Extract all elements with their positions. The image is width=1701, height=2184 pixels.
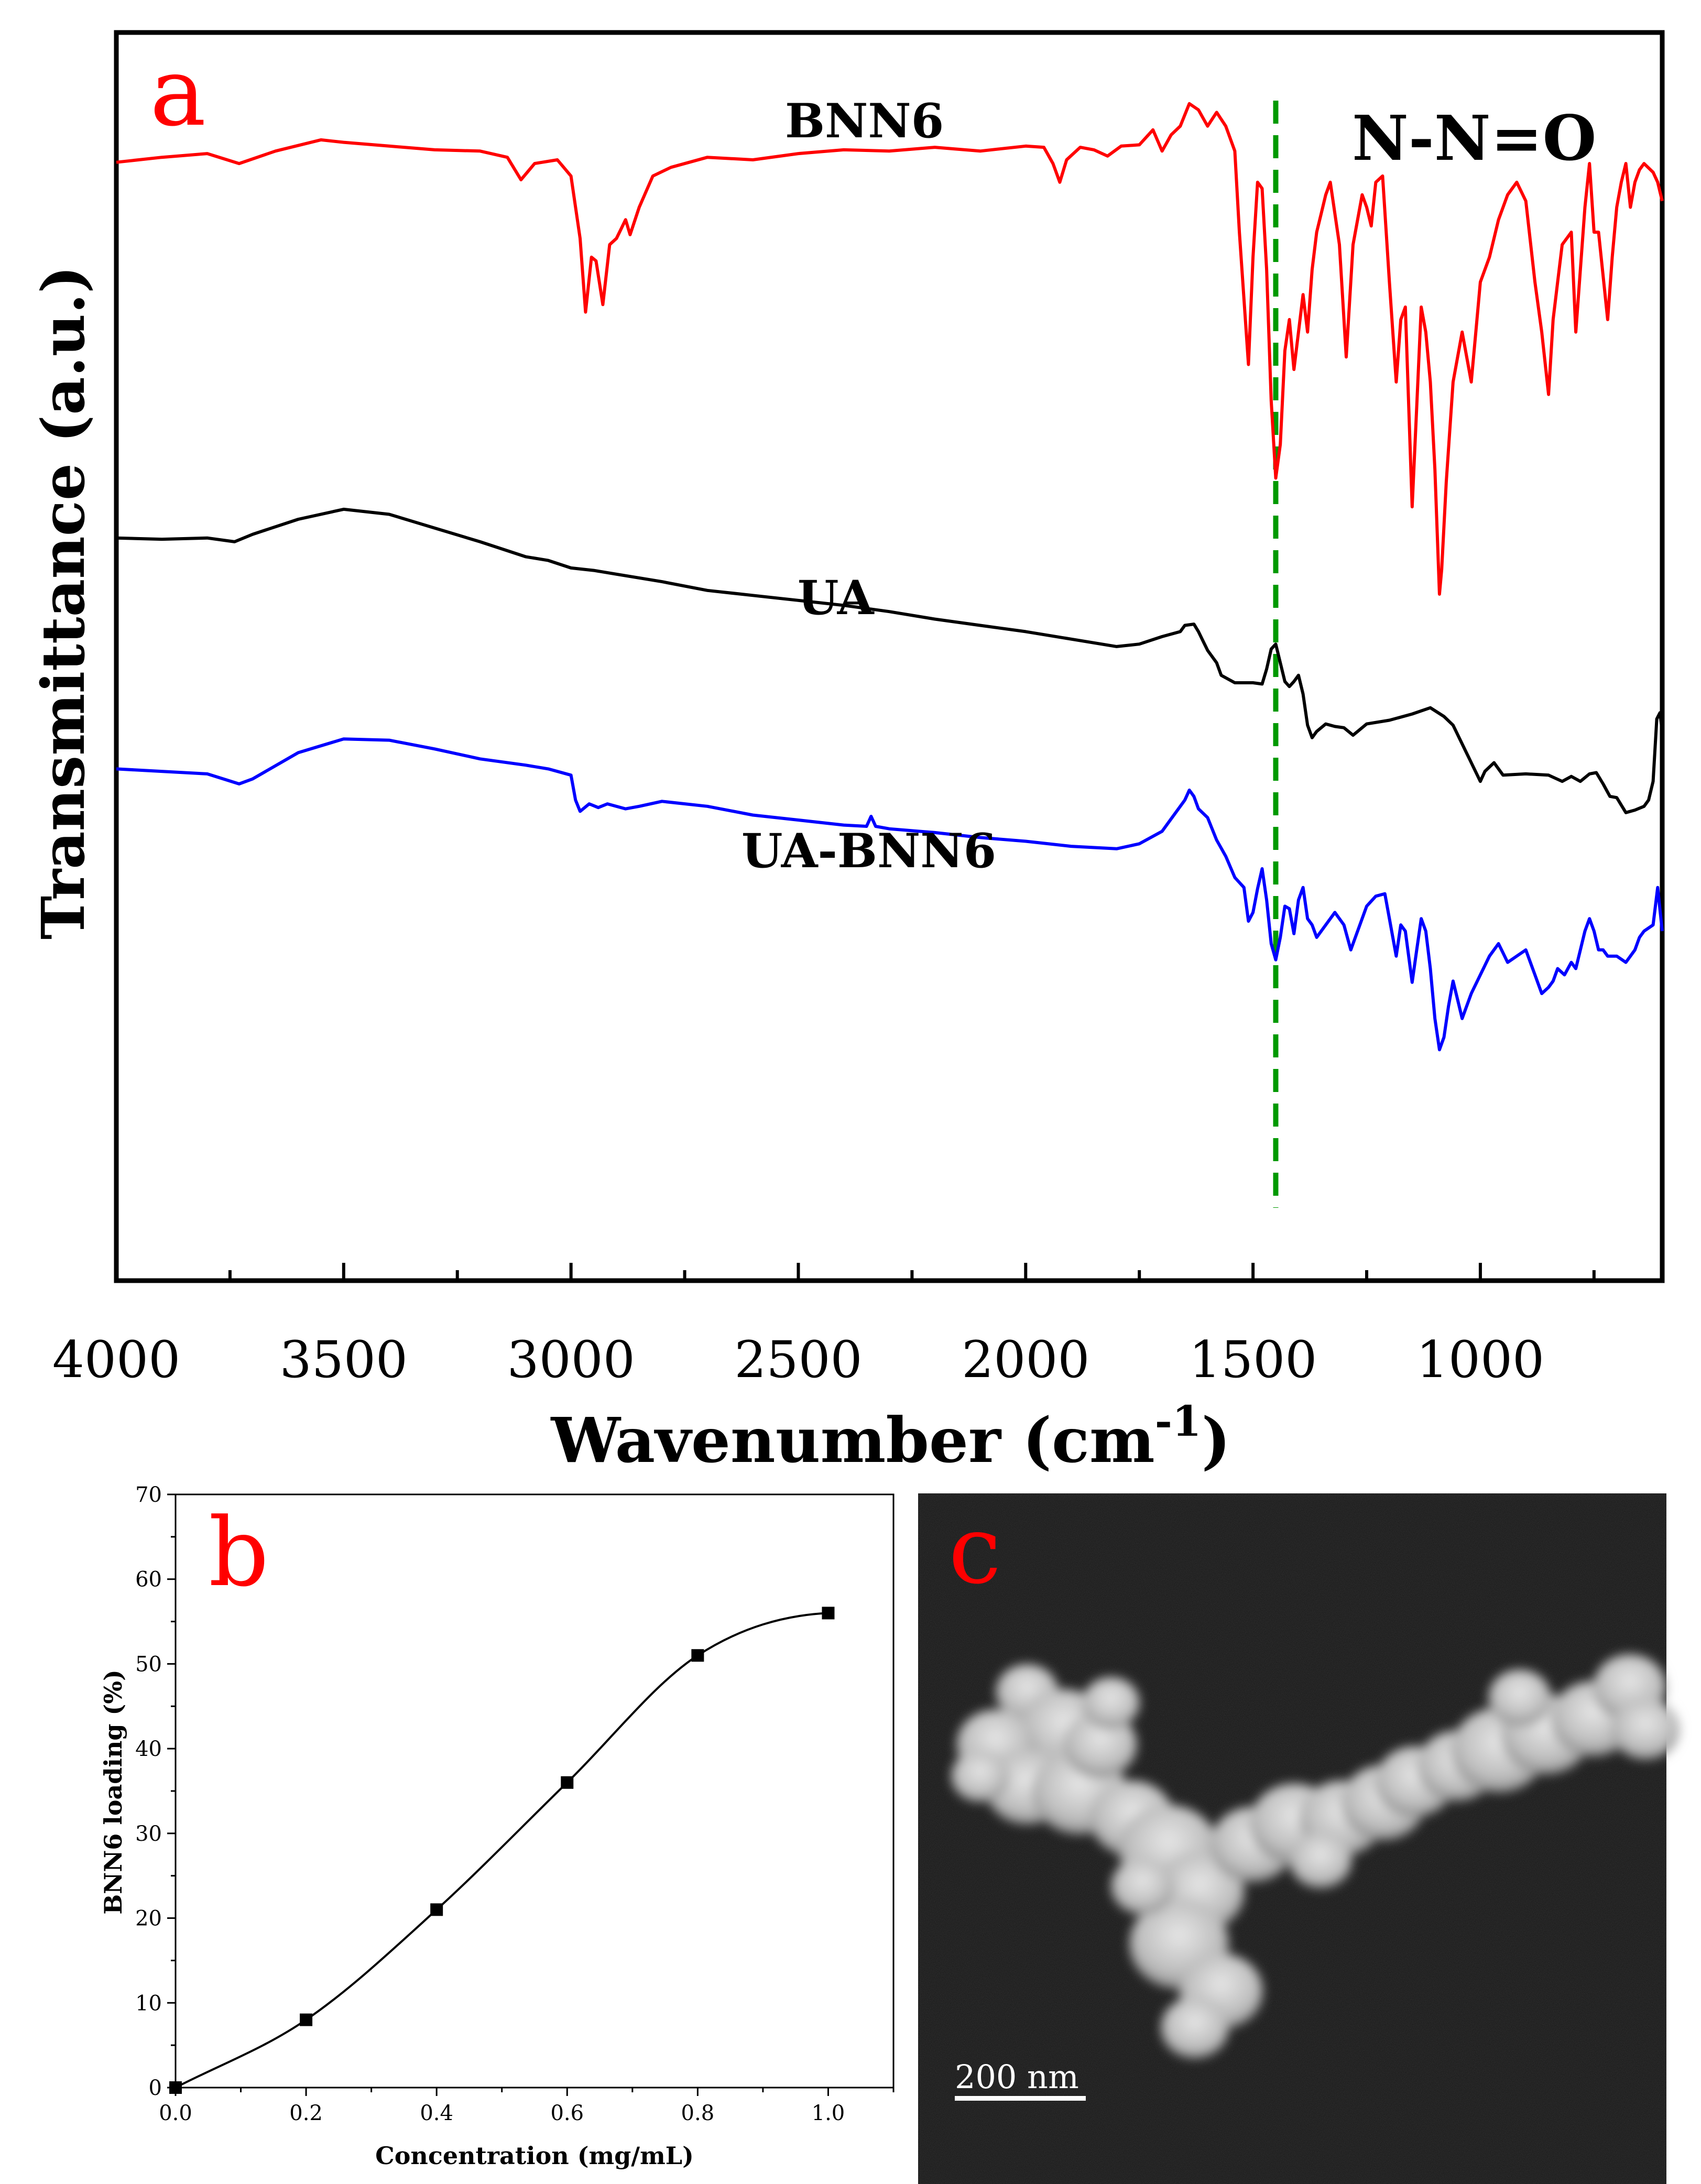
panel-b: 0.0 0.2 0.4 0.6 0.8 1.0 0 10 20 30 40 50 60 70 b Conc… <box>0 1478 907 2184</box>
panel-a-ticks <box>115 1263 1596 1281</box>
panel-a: 4000 3500 3000 2500 2000 1500 1000 a BNN6 UA U… <box>29 30 1665 1477</box>
x-axis-label-text: Wavenumber (cm <box>550 1404 1155 1477</box>
panel-b-points <box>169 1607 835 2094</box>
nanoparticle <box>1111 1858 1174 1915</box>
panel-c: c 200 nm <box>918 1493 1680 2184</box>
x-tick-label: 0.2 <box>289 2101 323 2125</box>
x-tick-label: 2000 <box>962 1330 1089 1389</box>
x-tick-label: 4000 <box>52 1330 180 1389</box>
y-tick-label: 40 <box>135 1737 162 1761</box>
panel-a-tick-labels: 4000 3500 3000 2500 2000 1500 1000 <box>52 1330 1544 1389</box>
x-tick-label: 0.8 <box>681 2101 715 2125</box>
series-line-ua-bnn6 <box>116 737 1664 1052</box>
x-axis-label-close: ) <box>1202 1404 1231 1477</box>
x-tick-label: 1000 <box>1416 1330 1544 1389</box>
panel-a-series <box>116 102 1664 1052</box>
x-tick-label: 2500 <box>734 1330 862 1389</box>
series-line-ua <box>116 507 1664 814</box>
y-tick-label: 10 <box>135 1991 162 2015</box>
fit-curve <box>175 1612 828 2089</box>
panel-a-y-axis-label: Transmittance (a.u.) <box>29 266 98 940</box>
y-tick-label: 20 <box>135 1907 162 1931</box>
nanoparticle <box>1082 1677 1140 1729</box>
panel-a-x-axis-label: Wavenumber (cm-1) <box>550 1396 1231 1477</box>
n-n-o-annotation: N-N=O <box>1352 102 1596 174</box>
x-tick-label: 0.4 <box>420 2101 453 2125</box>
panel-a-frame <box>114 30 1665 1283</box>
nanoparticle <box>1611 1698 1680 1760</box>
panel-a-label: a <box>150 38 206 147</box>
x-tick-label: 3500 <box>280 1330 408 1389</box>
panel-b-label: b <box>209 1498 269 1608</box>
data-point <box>169 2081 182 2094</box>
panel-b-tick-labels: 0.0 0.2 0.4 0.6 0.8 1.0 0 10 20 30 40 50 60 70 <box>135 1483 845 2125</box>
x-tick-label: 0.6 <box>550 2101 584 2125</box>
scale-bar <box>955 2096 1086 2101</box>
panel-c-label: c <box>948 1495 1001 1605</box>
panel-b-y-axis-label: BNN6 loading (%) <box>99 1669 127 1914</box>
x-tick-label: 1.0 <box>812 2101 845 2125</box>
data-point <box>561 1776 574 1789</box>
y-tick-label: 30 <box>135 1822 162 1846</box>
y-tick-label: 70 <box>135 1483 162 1507</box>
panel-b-background <box>0 1478 907 2184</box>
data-point <box>691 1649 704 1662</box>
y-tick-label: 50 <box>135 1652 162 1676</box>
data-point <box>300 2013 313 2026</box>
data-point <box>822 1607 835 1620</box>
x-axis-label-superscript: -1 <box>1155 1396 1202 1446</box>
y-tick-label: 60 <box>135 1568 162 1592</box>
x-tick-label: 1500 <box>1189 1330 1317 1389</box>
x-tick-label: 0.0 <box>159 2101 192 2125</box>
panel-b-ticks <box>167 1493 895 2096</box>
nanoparticle <box>1488 1669 1551 1726</box>
data-point <box>430 1903 443 1916</box>
scale-bar-label: 200 nm <box>955 2058 1079 2096</box>
series-label-ua: UA <box>798 570 875 626</box>
series-label-bnn6: BNN6 <box>785 93 944 149</box>
series-label-ua-bnn6: UA-BNN6 <box>742 823 996 879</box>
nanoparticle <box>1064 1712 1137 1778</box>
series-line-bnn6 <box>116 102 1664 596</box>
panel-b-x-axis-label: Concentration (mg/mL) <box>375 2142 694 2170</box>
nanoparticle-aggregate <box>951 1654 1680 2059</box>
nanoparticle <box>1289 1832 1352 1888</box>
nanoparticle <box>1161 1997 1229 2059</box>
y-tick-label: 0 <box>149 2076 162 2100</box>
nanoparticle <box>951 1750 1009 1803</box>
x-tick-label: 3000 <box>507 1330 635 1389</box>
